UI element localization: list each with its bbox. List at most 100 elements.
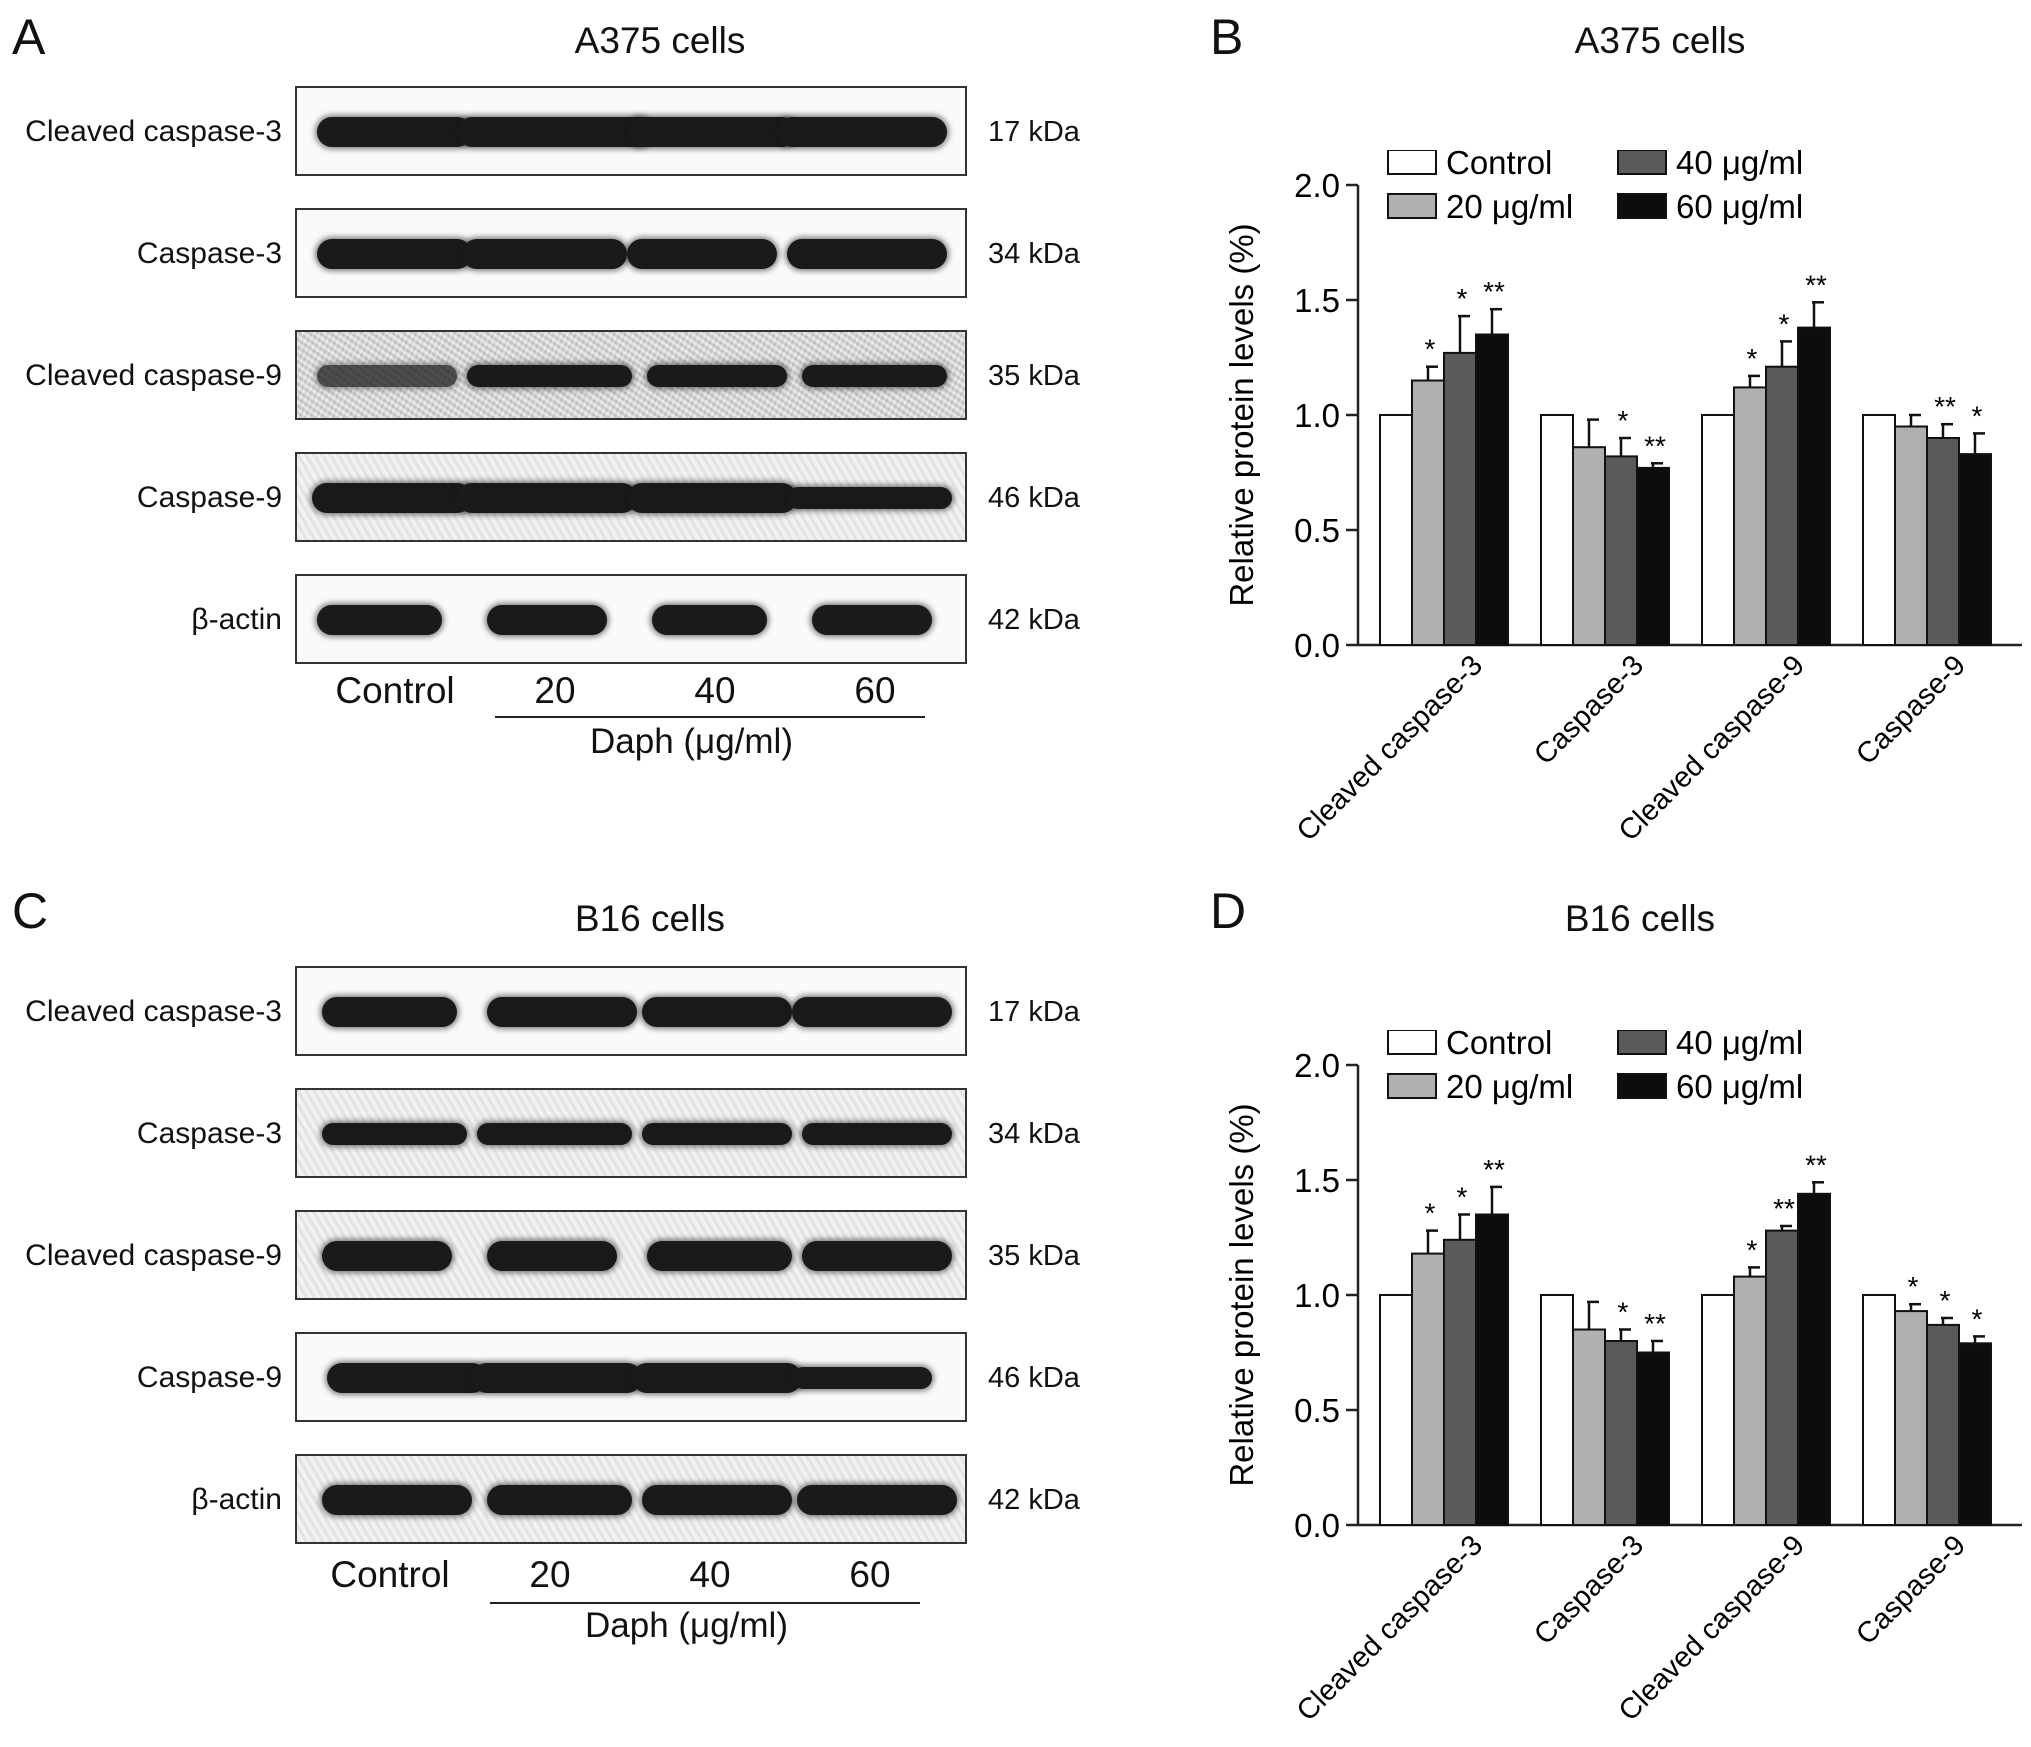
bar: [1475, 1213, 1509, 1526]
blot-membrane: [295, 574, 967, 664]
protein-band: [317, 605, 442, 635]
blot-row: Caspase-3 34 kDa: [0, 208, 1130, 300]
significance-mark: **: [1773, 1193, 1795, 1224]
molecular-weight-label: 46 kDa: [988, 482, 1080, 514]
panel-title-a: A375 cells: [574, 20, 746, 61]
blot-row-label: Cleaved caspase-9: [25, 359, 282, 392]
protein-band: [322, 1485, 472, 1515]
lane-label-control: Control: [335, 670, 455, 711]
protein-band: [322, 997, 457, 1027]
blot-row-label: Caspase-9: [136, 1361, 282, 1394]
significance-mark: *: [1940, 1285, 1951, 1316]
bar: [1572, 1328, 1606, 1526]
legend-label: Control: [1446, 150, 1552, 181]
protein-band: [812, 605, 932, 635]
protein-band: [487, 605, 607, 635]
bar: [1926, 1323, 1960, 1526]
protein-band: [647, 1241, 792, 1271]
panel-letter-b: B: [1210, 9, 1244, 65]
y-tick-label: 1.0: [1294, 1277, 1340, 1314]
bar: [1894, 425, 1928, 646]
bar: [1475, 333, 1509, 646]
protein-band: [777, 117, 947, 147]
panel-title-d: B16 cells: [1564, 898, 1716, 939]
legend-swatch: [1617, 1030, 1667, 1055]
significance-mark: *: [1747, 343, 1758, 374]
significance-mark: **: [1483, 276, 1505, 307]
blot-row: Cleaved caspase-9 35 kDa: [0, 330, 1130, 422]
protein-band: [457, 483, 637, 513]
protein-band: [462, 239, 627, 269]
legend-swatch: [1617, 193, 1667, 219]
lane-label-40: 40: [689, 1554, 731, 1595]
legend-label: 60 μg/ml: [1676, 1068, 1803, 1105]
y-tick-label: 1.5: [1294, 1162, 1340, 1199]
bar: [1926, 437, 1960, 646]
bar: [1636, 466, 1670, 646]
panel-title-c: B16 cells: [574, 898, 726, 939]
bar: [1411, 379, 1445, 646]
lane-label-20: 20: [534, 670, 576, 711]
molecular-weight-label: 34 kDa: [988, 1118, 1080, 1150]
western-blot-a: Cleaved caspase-3 17 kDa Caspase-3 34 kD…: [0, 86, 1130, 786]
y-tick-label: 2.0: [1294, 1047, 1340, 1084]
significance-mark: **: [1483, 1154, 1505, 1185]
y-tick-label: 0.5: [1294, 512, 1340, 549]
blot-row-label: Caspase-3: [136, 237, 282, 270]
protein-band: [802, 1241, 952, 1271]
molecular-weight-label: 17 kDa: [988, 996, 1080, 1028]
panel-title-b: A375 cells: [1574, 20, 1746, 61]
x-tick-label: Caspase-3: [1528, 649, 1650, 771]
significance-mark: *: [1747, 1234, 1758, 1265]
bar: [1733, 1275, 1767, 1526]
protein-band: [787, 487, 952, 509]
blot-membrane: [295, 208, 967, 298]
protein-band: [792, 997, 952, 1027]
protein-band: [802, 365, 947, 387]
significance-mark: *: [1425, 334, 1436, 365]
legend-label: 40 μg/ml: [1676, 150, 1803, 181]
legend-label: Control: [1446, 1030, 1552, 1061]
bar-chart-b16: 0.0 0.5 1.0 1.5 2.0 Relative protein levels (…: [1223, 1030, 2022, 1728]
legend-label: 60 μg/ml: [1676, 188, 1803, 225]
treatment-bracket-line: [490, 1602, 920, 1604]
blot-membrane: [295, 330, 967, 420]
bar: [1411, 1252, 1445, 1526]
significance-mark: *: [1972, 1303, 1983, 1334]
molecular-weight-label: 35 kDa: [988, 360, 1080, 392]
blot-row: Caspase-3 34 kDa: [0, 1088, 1130, 1180]
y-tick-label: 0.5: [1294, 1392, 1340, 1429]
bar-chart-a375: 0.0 0.5 1.0 1.5 2.0 Relative protein levels (…: [1223, 150, 2022, 848]
protein-band: [472, 1363, 642, 1393]
blot-membrane: [295, 452, 967, 542]
blot-row: Cleaved caspase-3 17 kDa: [0, 966, 1130, 1058]
protein-band: [647, 365, 787, 387]
blot-row: Caspase-9 46 kDa: [0, 452, 1130, 544]
lane-label-60: 60: [854, 670, 896, 711]
blot-row-label: Cleaved caspase-3: [25, 115, 282, 148]
blot-row: β-actin 42 kDa: [0, 574, 1130, 666]
bar: [1443, 351, 1477, 646]
blot-row-label: Cleaved caspase-3: [25, 995, 282, 1028]
bar: [1701, 414, 1735, 646]
molecular-weight-label: 35 kDa: [988, 1240, 1080, 1272]
y-tick-label: 0.0: [1294, 1507, 1340, 1544]
lane-label-20: 20: [529, 1554, 571, 1595]
protein-band: [467, 365, 632, 387]
bar: [1765, 365, 1799, 646]
bar: [1540, 414, 1574, 646]
molecular-weight-label: 34 kDa: [988, 238, 1080, 270]
x-tick-label: Caspase-3: [1528, 1529, 1650, 1651]
significance-mark: *: [1618, 405, 1629, 436]
bar: [1636, 1351, 1670, 1526]
x-tick-label: Cleaved caspase-3: [1291, 1529, 1489, 1727]
bar: [1862, 414, 1896, 646]
y-tick-label: 1.5: [1294, 282, 1340, 319]
significance-mark: **: [1644, 1308, 1666, 1339]
legend-swatch: [1387, 193, 1437, 219]
significance-mark: **: [1805, 269, 1827, 300]
protein-band: [327, 1363, 487, 1393]
y-axis-label: Relative protein levels (%): [1223, 223, 1260, 606]
protein-band: [322, 1241, 452, 1271]
bar: [1797, 1192, 1831, 1527]
